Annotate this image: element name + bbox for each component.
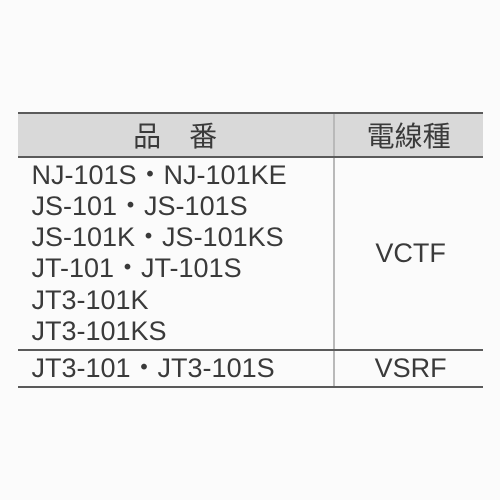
- part-no-line: JS-101K・JS-101KS: [32, 222, 323, 253]
- spec-table-container: 品番 電線種 NJ-101S・NJ-101KE JS-101・JS-101S J…: [18, 112, 483, 387]
- cell-part-no: JT3-101・JT3-101S: [18, 350, 334, 387]
- part-no-line: NJ-101S・NJ-101KE: [32, 160, 323, 191]
- table-row: NJ-101S・NJ-101KE JS-101・JS-101S JS-101K・…: [18, 157, 483, 349]
- col-header-part-no: 品番: [18, 113, 334, 157]
- table-header-row: 品番 電線種: [18, 113, 483, 157]
- part-no-line: JT3-101K: [32, 285, 323, 316]
- cell-wire-type: VCTF: [334, 157, 483, 349]
- cell-part-no: NJ-101S・NJ-101KE JS-101・JS-101S JS-101K・…: [18, 157, 334, 349]
- part-no-line: JT3-101・JT3-101S: [32, 353, 323, 384]
- spec-table: 品番 電線種 NJ-101S・NJ-101KE JS-101・JS-101S J…: [18, 112, 483, 387]
- part-no-line: JT3-101KS: [32, 316, 323, 347]
- col-header-wire-type: 電線種: [334, 113, 483, 157]
- part-no-line: JS-101・JS-101S: [32, 191, 323, 222]
- table-row: JT3-101・JT3-101S VSRF: [18, 350, 483, 387]
- part-no-line: JT-101・JT-101S: [32, 253, 323, 284]
- cell-wire-type: VSRF: [334, 350, 483, 387]
